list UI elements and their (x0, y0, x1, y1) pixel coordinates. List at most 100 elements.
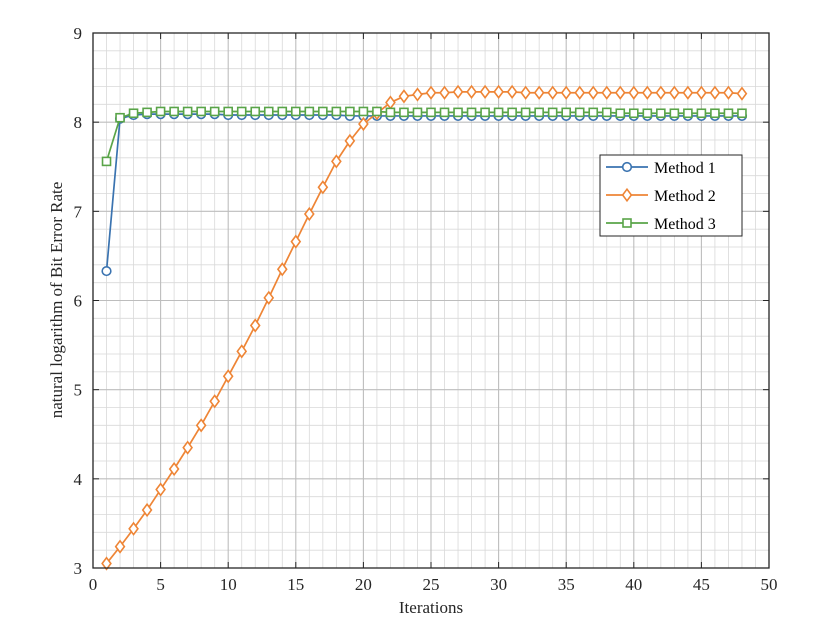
y-tick-label: 7 (74, 202, 83, 221)
data-point (155, 106, 166, 117)
data-point (385, 107, 396, 118)
data-point (710, 108, 720, 119)
data-point (737, 108, 747, 119)
data-point (426, 107, 436, 118)
data-point (195, 418, 207, 433)
data-point (547, 107, 558, 118)
x-tick-label: 20 (355, 575, 372, 594)
data-point (344, 133, 356, 149)
data-point (452, 84, 464, 99)
data-point (439, 107, 450, 118)
data-point (168, 461, 180, 477)
data-point (209, 106, 220, 117)
data-point (114, 539, 126, 554)
data-point (169, 106, 179, 117)
x-tick-labels: 0 5 10 15 20 25 30 35 40 45 50 (89, 575, 778, 594)
data-point (115, 112, 125, 123)
data-point (317, 180, 329, 195)
y-axis-label: natural logarithm of Bit Error Rate (47, 182, 66, 419)
data-point (574, 85, 586, 100)
data-point (601, 107, 612, 118)
data-point (263, 106, 274, 117)
data-point (141, 502, 153, 518)
y-tick-label: 3 (74, 559, 83, 578)
x-tick-label: 5 (156, 575, 165, 594)
data-point (412, 87, 423, 102)
legend-item: Method 3 (606, 216, 716, 233)
data-point (479, 84, 491, 99)
data-point (101, 556, 112, 571)
legend-swatch-marker (622, 218, 632, 228)
y-tick-label: 5 (74, 381, 83, 400)
x-tick-label: 40 (625, 575, 642, 594)
data-point (520, 85, 531, 100)
data-point (358, 106, 369, 117)
data-point (182, 440, 193, 455)
data-point (507, 107, 517, 118)
legend-swatch-marker (621, 187, 633, 203)
data-point (587, 85, 599, 100)
data-point (249, 318, 261, 333)
data-point (182, 106, 193, 117)
y-tick-label: 6 (74, 292, 83, 311)
data-point (601, 85, 613, 100)
data-point (493, 107, 504, 118)
data-point (480, 107, 490, 118)
data-point (358, 116, 369, 132)
data-point (399, 107, 409, 118)
data-point (628, 85, 640, 100)
x-tick-label: 25 (423, 575, 440, 594)
data-point (533, 85, 545, 100)
data-point (290, 234, 302, 249)
series-3 (101, 106, 747, 167)
data-point (696, 85, 707, 100)
data-point (723, 108, 734, 119)
data-point (520, 107, 531, 118)
legend-label: Method 1 (654, 160, 716, 177)
data-point (425, 85, 437, 100)
legend-label: Method 2 (654, 188, 716, 205)
data-point (534, 107, 544, 118)
data-point (318, 106, 328, 117)
x-tick-label: 10 (220, 575, 237, 594)
data-point (155, 482, 166, 497)
data-point (128, 521, 139, 536)
data-point (642, 108, 653, 119)
data-point (250, 106, 261, 117)
data-point (276, 262, 288, 277)
data-point (574, 107, 585, 118)
data-point (560, 85, 572, 100)
x-tick-label: 50 (761, 575, 778, 594)
x-tick-label: 45 (693, 575, 710, 594)
data-point (101, 265, 112, 277)
data-point (736, 86, 748, 101)
data-point (142, 107, 152, 118)
data-point (656, 108, 666, 119)
tick-marks (92, 32, 770, 569)
data-point (331, 154, 342, 169)
data-point (439, 85, 450, 100)
data-point (506, 84, 518, 99)
data-point (547, 85, 559, 100)
x-axis-label: Iterations (399, 598, 463, 617)
data-point (303, 206, 315, 222)
x-tick-label: 0 (89, 575, 98, 594)
data-point (331, 106, 342, 117)
data-point (304, 106, 315, 117)
data-point (128, 108, 139, 119)
legend: Method 1 Method 2 Method 3 (599, 154, 743, 237)
data-point (683, 108, 693, 119)
data-point (614, 85, 626, 100)
data-point (669, 108, 680, 119)
y-tick-labels: 3 4 5 6 7 8 9 (74, 24, 83, 578)
series-2 (101, 84, 748, 571)
data-point (209, 394, 221, 409)
y-tick-label: 8 (74, 113, 83, 132)
data-point (466, 84, 477, 99)
legend-item: Method 2 (606, 187, 716, 205)
data-point (493, 84, 504, 99)
y-tick-label: 9 (74, 24, 83, 43)
data-point (655, 85, 667, 100)
y-tick-label: 4 (74, 470, 83, 489)
